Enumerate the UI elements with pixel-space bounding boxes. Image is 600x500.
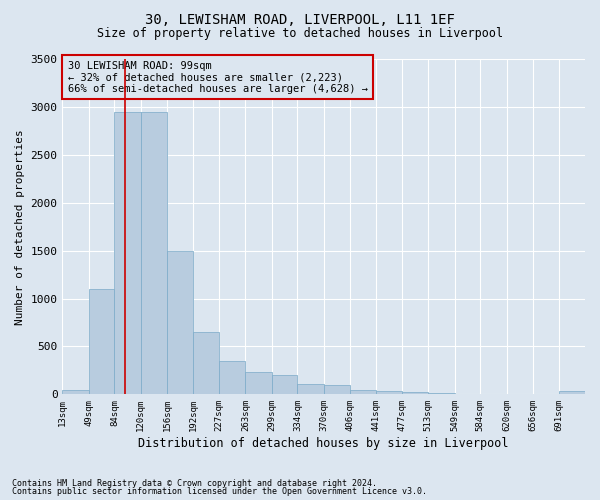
Bar [89,289,115,395]
Bar [559,392,585,394]
Bar [62,390,89,394]
Bar [219,361,245,394]
Bar [141,112,167,395]
Bar [245,372,272,394]
Bar [272,375,298,394]
Bar [167,250,193,394]
Bar [350,390,376,394]
Bar [298,384,324,394]
Text: 30, LEWISHAM ROAD, LIVERPOOL, L11 1EF: 30, LEWISHAM ROAD, LIVERPOOL, L11 1EF [145,12,455,26]
Text: 30 LEWISHAM ROAD: 99sqm
← 32% of detached houses are smaller (2,223)
66% of semi: 30 LEWISHAM ROAD: 99sqm ← 32% of detache… [68,60,368,94]
Bar [376,392,402,394]
Bar [193,332,219,394]
Text: Size of property relative to detached houses in Liverpool: Size of property relative to detached ho… [97,28,503,40]
Bar [402,392,428,394]
Text: Contains public sector information licensed under the Open Government Licence v3: Contains public sector information licen… [12,487,427,496]
Bar [115,112,141,395]
Y-axis label: Number of detached properties: Number of detached properties [15,129,25,324]
Text: Contains HM Land Registry data © Crown copyright and database right 2024.: Contains HM Land Registry data © Crown c… [12,478,377,488]
X-axis label: Distribution of detached houses by size in Liverpool: Distribution of detached houses by size … [139,437,509,450]
Bar [324,385,350,394]
